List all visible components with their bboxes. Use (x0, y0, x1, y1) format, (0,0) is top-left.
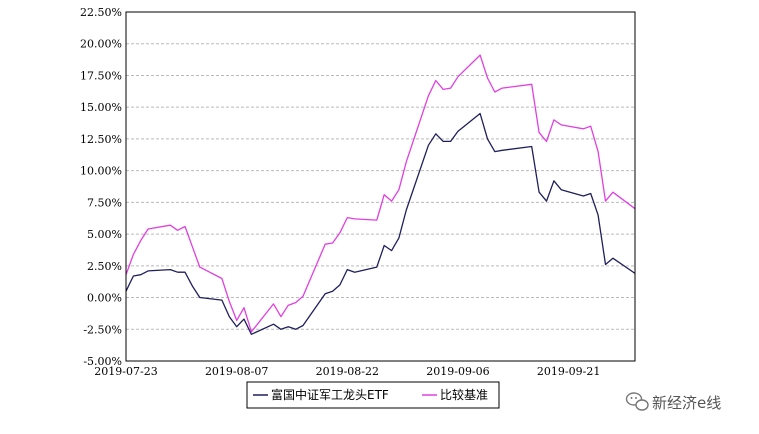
x-tick-label: 2019-08-07 (205, 365, 268, 378)
watermark-text: 新经济e线 (652, 394, 721, 412)
y-tick-label: -2.50% (83, 323, 122, 336)
y-tick-label: 22.50% (80, 6, 122, 19)
x-axis-ticks: 2019-07-23 2019-08-07 2019-08-22 2019-09-06… (94, 365, 600, 378)
y-tick-label: 15.00% (80, 101, 122, 114)
watermark: 新经济e线 (625, 392, 721, 412)
plot-area-border (125, 11, 636, 362)
y-tick-label: -5.00% (83, 355, 122, 368)
legend-label-fund: 富国中证军工龙头ETF (271, 387, 389, 402)
series-line-benchmark (125, 54, 636, 333)
series-lines (125, 54, 636, 335)
y-tick-label: 0.00% (87, 292, 122, 305)
y-axis-ticks: 22.50% 20.00% 17.50% 15.00% 12.50% 10.00% 7.50… (80, 6, 122, 368)
x-tick-label: 2019-09-06 (426, 365, 489, 378)
y-tick-label: 12.50% (80, 133, 122, 146)
y-tick-label: 7.50% (87, 196, 122, 209)
y-tick-label: 20.00% (80, 38, 122, 51)
legend: 富国中证军工龙头ETF 比较基准 (246, 381, 500, 409)
chat-bubble-icon (625, 392, 649, 411)
x-tick-label: 2019-09-21 (537, 365, 600, 378)
legend-label-benchmark: 比较基准 (440, 387, 488, 402)
x-tick-label: 2019-08-22 (316, 365, 379, 378)
y-tick-label: 2.50% (87, 260, 122, 273)
y-tick-label: 10.00% (80, 165, 122, 178)
legend-box (246, 381, 500, 409)
y-tick-label: 5.00% (87, 228, 122, 241)
x-tick-label: 2019-07-23 (94, 365, 157, 378)
series-line-fund (125, 112, 636, 335)
y-tick-label: 17.50% (80, 69, 122, 82)
